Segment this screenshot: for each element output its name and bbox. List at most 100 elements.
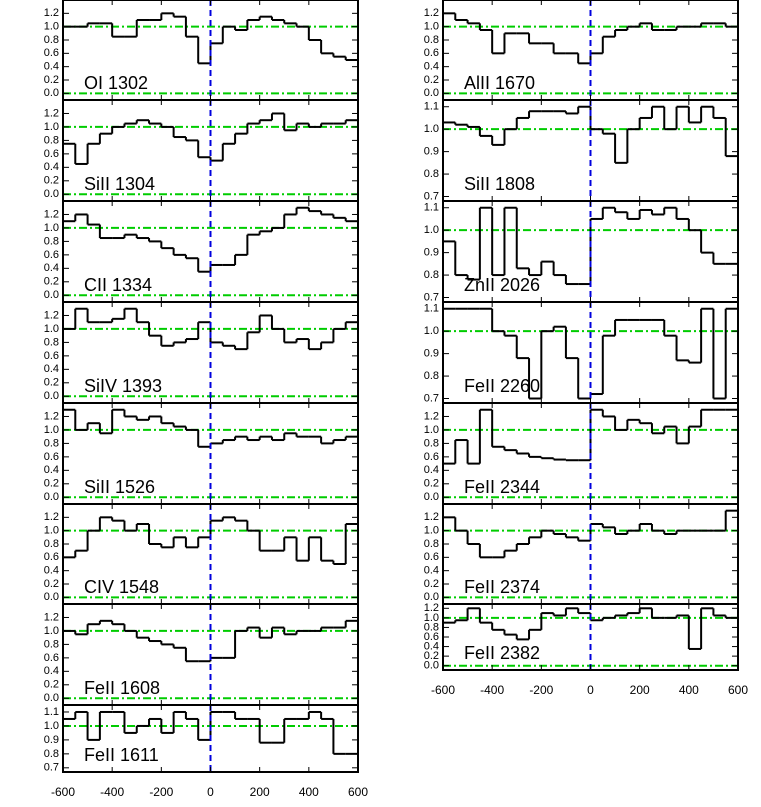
- y-tick-label: 0.0: [44, 692, 59, 704]
- x-tick-label: -200: [149, 785, 173, 799]
- y-tick-label: 0.9: [424, 348, 439, 360]
- y-tick-label: 0.2: [44, 276, 59, 288]
- y-tick-label: 0.7: [424, 392, 439, 404]
- y-tick-label: 0.2: [44, 377, 59, 389]
- panel-label: FeII 2260: [464, 376, 540, 396]
- y-tick-label: 0.0: [44, 188, 59, 200]
- y-tick-label: 0.6: [424, 47, 439, 59]
- panel-label: FeII 2344: [464, 477, 540, 497]
- y-tick-label: 0.8: [424, 34, 439, 46]
- y-tick-label: 0.8: [424, 437, 439, 449]
- x-tick-label: 400: [679, 683, 699, 697]
- y-tick-label: 0.2: [44, 679, 59, 691]
- y-tick-label: 1.0: [424, 424, 439, 436]
- panel-label: OI 1302: [84, 73, 148, 93]
- y-tick-label: 0.2: [44, 478, 59, 490]
- y-tick-label: 1.1: [424, 202, 439, 214]
- y-tick-label: 0.6: [424, 631, 439, 643]
- y-tick-label: 0.2: [44, 175, 59, 187]
- x-tick-label: -600: [431, 683, 455, 697]
- y-tick-label: 1.0: [44, 222, 59, 234]
- y-tick-label: 0.9: [424, 247, 439, 259]
- y-tick-label: 0.6: [44, 551, 59, 563]
- x-tick-label: -600: [51, 785, 75, 799]
- y-tick-label: 0.9: [44, 734, 59, 746]
- y-tick-label: 1.2: [44, 208, 59, 220]
- y-tick-label: 0.2: [424, 74, 439, 86]
- y-tick-label: 1.2: [44, 107, 59, 119]
- y-tick-label: 1.0: [44, 525, 59, 537]
- y-tick-label: 1.1: [424, 303, 439, 315]
- y-tick-label: 0.6: [44, 652, 59, 664]
- y-tick-label: 0.8: [424, 538, 439, 550]
- panel-label: ZnII 2026: [464, 275, 540, 295]
- x-tick-label: 0: [207, 785, 214, 799]
- y-tick-label: 0.9: [424, 146, 439, 158]
- y-tick-label: 1.2: [44, 7, 59, 19]
- y-tick-label: 0.7: [424, 291, 439, 303]
- y-tick-label: 0.0: [44, 87, 59, 99]
- y-tick-label: 1.2: [424, 602, 439, 614]
- y-tick-label: 1.0: [44, 625, 59, 637]
- x-tick-label: 200: [250, 785, 270, 799]
- y-tick-label: 0.0: [424, 591, 439, 603]
- y-tick-label: 0.8: [44, 235, 59, 247]
- panel-label: CIV 1548: [84, 577, 159, 597]
- y-tick-label: 1.2: [424, 410, 439, 422]
- y-tick-label: 0.4: [424, 640, 439, 652]
- y-tick-label: 0.4: [44, 665, 59, 677]
- y-tick-label: 0.2: [424, 578, 439, 590]
- y-tick-label: 0.8: [44, 34, 59, 46]
- y-tick-label: 0.6: [44, 350, 59, 362]
- y-tick-label: 0.8: [424, 370, 439, 382]
- y-tick-label: 0.4: [424, 565, 439, 577]
- y-tick-label: 1.0: [44, 21, 59, 33]
- y-tick-label: 0.6: [44, 451, 59, 463]
- y-tick-label: 1.0: [424, 612, 439, 624]
- x-tick-label: -400: [100, 785, 124, 799]
- y-tick-label: 0.4: [424, 464, 439, 476]
- y-tick-label: 1.0: [44, 424, 59, 436]
- y-tick-label: 0.8: [44, 336, 59, 348]
- y-tick-label: 0.4: [424, 61, 439, 73]
- y-tick-label: 0.2: [44, 74, 59, 86]
- y-tick-label: 1.0: [44, 720, 59, 732]
- y-tick-label: 0.6: [44, 148, 59, 160]
- panel-label: FeII 2374: [464, 577, 540, 597]
- x-tick-label: 600: [728, 683, 748, 697]
- y-tick-label: 0.4: [44, 565, 59, 577]
- x-tick-label: 400: [299, 785, 319, 799]
- y-tick-label: 1.0: [44, 323, 59, 335]
- y-tick-label: 0.7: [44, 762, 59, 774]
- y-tick-label: 0.4: [44, 61, 59, 73]
- y-tick-label: 1.1: [44, 706, 59, 718]
- x-tick-label: -200: [529, 683, 553, 697]
- panel-label: SiII 1526: [84, 477, 155, 497]
- y-tick-label: 0.8: [424, 168, 439, 180]
- y-tick-label: 0.8: [44, 134, 59, 146]
- y-tick-label: 1.2: [44, 611, 59, 623]
- x-tick-label: -400: [480, 683, 504, 697]
- y-tick-label: 0.4: [44, 262, 59, 274]
- y-tick-label: 0.6: [424, 551, 439, 563]
- y-tick-label: 1.0: [44, 121, 59, 133]
- y-tick-label: 1.0: [424, 123, 439, 135]
- x-tick-label: 200: [630, 683, 650, 697]
- y-tick-label: 0.7: [424, 190, 439, 202]
- y-tick-label: 0.0: [44, 591, 59, 603]
- y-tick-label: 0.4: [44, 464, 59, 476]
- y-tick-label: 0.6: [424, 451, 439, 463]
- y-tick-label: 0.4: [44, 363, 59, 375]
- y-tick-label: 0.0: [424, 87, 439, 99]
- y-tick-label: 1.2: [424, 7, 439, 19]
- y-tick-label: 1.0: [424, 21, 439, 33]
- y-tick-label: 1.0: [424, 325, 439, 337]
- y-tick-label: 0.8: [44, 748, 59, 760]
- y-tick-label: 1.0: [424, 224, 439, 236]
- panel-label: SiII 1304: [84, 174, 155, 194]
- panel-label: SiII 1808: [464, 174, 535, 194]
- y-tick-label: 0.8: [424, 621, 439, 633]
- x-tick-label: 600: [348, 785, 368, 799]
- y-tick-label: 0.4: [44, 161, 59, 173]
